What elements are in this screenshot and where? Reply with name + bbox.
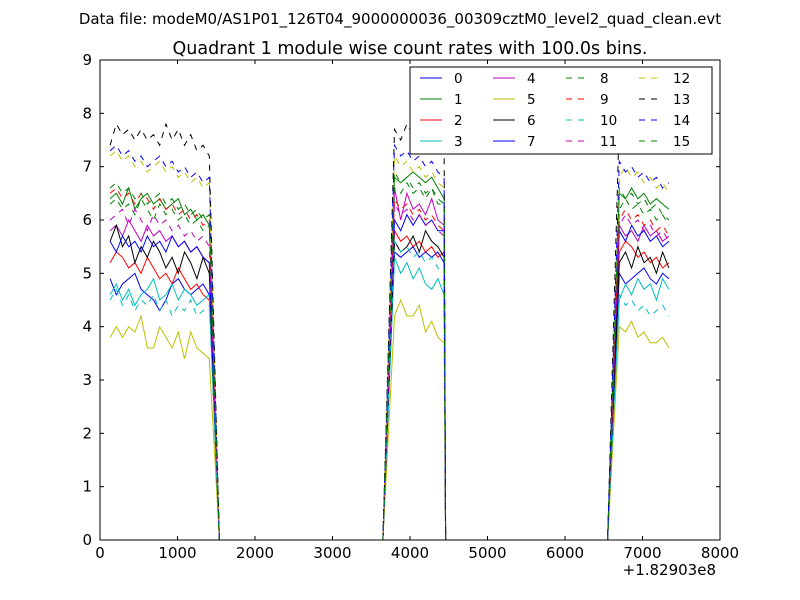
series-line-5 [109,298,670,541]
y-tick-label: 0 [82,531,92,549]
axis-layer: 0 1000 2000 3000 4000 5000 6000 7000 80000123456… [82,51,739,562]
x-tick-label: 0 [95,544,105,562]
x-tick-label: 2000 [236,544,274,562]
legend-label-5: 5 [527,92,536,108]
legend-label-4: 4 [527,71,536,87]
legend-label-1: 1 [454,92,463,108]
series-line-7 [109,213,670,541]
y-tick-label: 2 [82,424,92,442]
plot-frame [99,59,721,541]
series-line-8 [109,181,670,541]
x-tick-label: 1000 [158,544,196,562]
y-tick-label: 3 [82,371,92,389]
legend-label-15: 15 [673,134,690,150]
series-line-10 [109,239,670,541]
y-tick-label: 9 [82,51,92,69]
legend-label-3: 3 [454,134,463,150]
legend-label-12: 12 [673,71,690,87]
legend-label-9: 9 [600,92,609,108]
x-tick-label: 5000 [468,544,506,562]
y-tick-label: 5 [82,264,92,282]
legend-box [409,66,713,155]
y-tick-label: 1 [82,478,92,496]
legend-label-2: 2 [454,113,463,129]
legend-label-8: 8 [600,71,609,87]
y-tick-label: 8 [82,104,92,122]
legend-label-6: 6 [527,113,536,129]
legend-label-11: 11 [600,134,617,150]
x-tick-label: 7000 [623,544,661,562]
y-tick-label: 4 [82,318,92,336]
legend-label-14: 14 [673,113,690,129]
x-tick-label: 6000 [546,544,584,562]
series-layer [109,106,670,541]
chart-title: Quadrant 1 module wise count rates with … [173,39,648,59]
x-tick-label: 8000 [701,544,739,562]
y-tick-label: 7 [82,158,92,176]
series-line-9 [109,187,670,541]
x-tick-label: 3000 [313,544,351,562]
legend-label-10: 10 [600,113,617,129]
legend-label-7: 7 [527,134,536,150]
chart-suptitle: Data file: modeM0/AS1P01_126T04_90000000… [79,10,721,29]
legend-label-0: 0 [454,71,463,87]
y-tick-label: 6 [82,211,92,229]
x-axis-offset-label: +1.82903e8 [623,561,716,579]
legend-label-13: 13 [673,92,690,108]
series-line-3 [109,257,670,541]
series-line-15 [109,170,670,541]
series-line-14 [109,143,670,541]
x-tick-label: 4000 [391,544,429,562]
